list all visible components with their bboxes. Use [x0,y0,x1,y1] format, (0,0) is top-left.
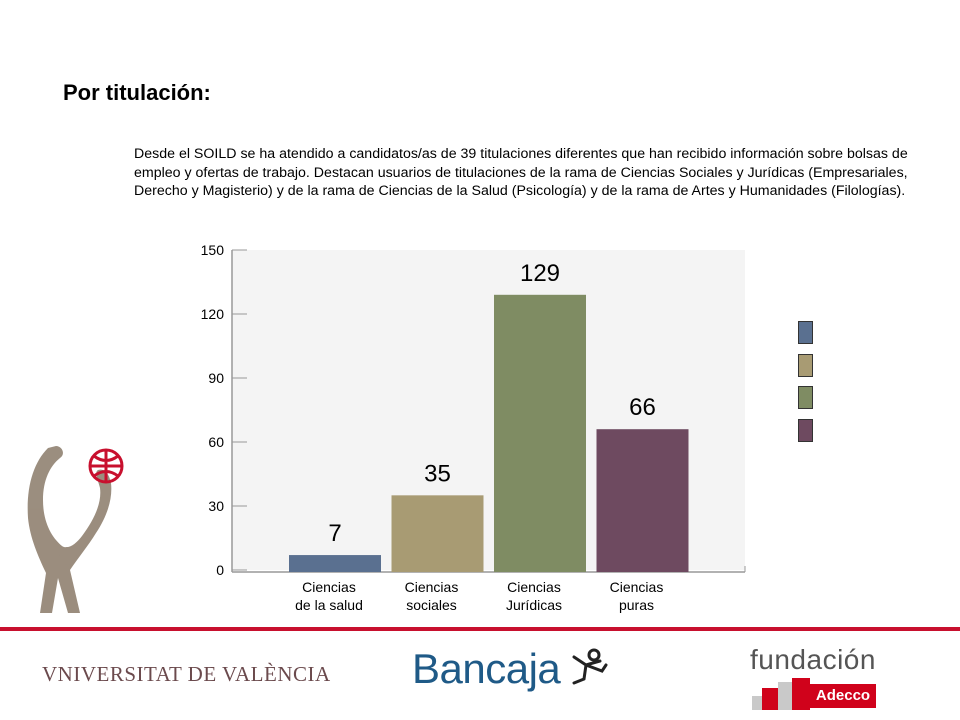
y-tick-label: 90 [208,370,224,386]
data-label: 66 [629,394,656,421]
y-tick-label: 150 [201,242,225,258]
data-label: 7 [328,520,341,547]
category-label: puras [619,597,654,613]
intro-paragraph: Desde el SOILD se ha atendido a candidat… [134,146,908,199]
bar [596,429,689,572]
legend-swatch-2 [798,353,813,377]
bar [289,555,381,572]
chart-legend [798,321,813,451]
fundacion-label: fundación [750,644,876,675]
adecco-logo: Adecco [810,684,876,708]
footer-divider [0,627,960,631]
adecco-steps-icon [752,678,810,710]
y-tick-label: 30 [208,498,224,514]
globe-figure-logo [27,446,124,613]
data-label: 129 [520,260,560,287]
y-tick-label: 0 [216,562,224,578]
category-label: Ciencias [507,579,561,595]
y-tick-label: 120 [201,306,225,322]
category-label: Ciencias [302,579,356,595]
slide-title: Por titulación: [63,80,211,105]
category-label: Ciencias [610,579,664,595]
bar [494,294,586,572]
category-label: de la salud [295,597,363,613]
category-label: Ciencias [405,579,459,595]
universitat-valencia-logo: VNIVERSITAT DE VALÈNCIA [42,662,331,686]
category-label: sociales [406,597,457,613]
category-label: Jurídicas [506,597,562,613]
bar [391,495,484,572]
data-label: 35 [424,460,451,487]
bancaja-logo: Bancaja [412,645,561,692]
legend-swatch-3 [798,386,813,409]
legend-swatch-4 [798,418,813,442]
bancaja-mark-icon [572,648,608,685]
legend-swatch-1 [798,321,813,344]
y-tick-label: 60 [208,434,224,450]
